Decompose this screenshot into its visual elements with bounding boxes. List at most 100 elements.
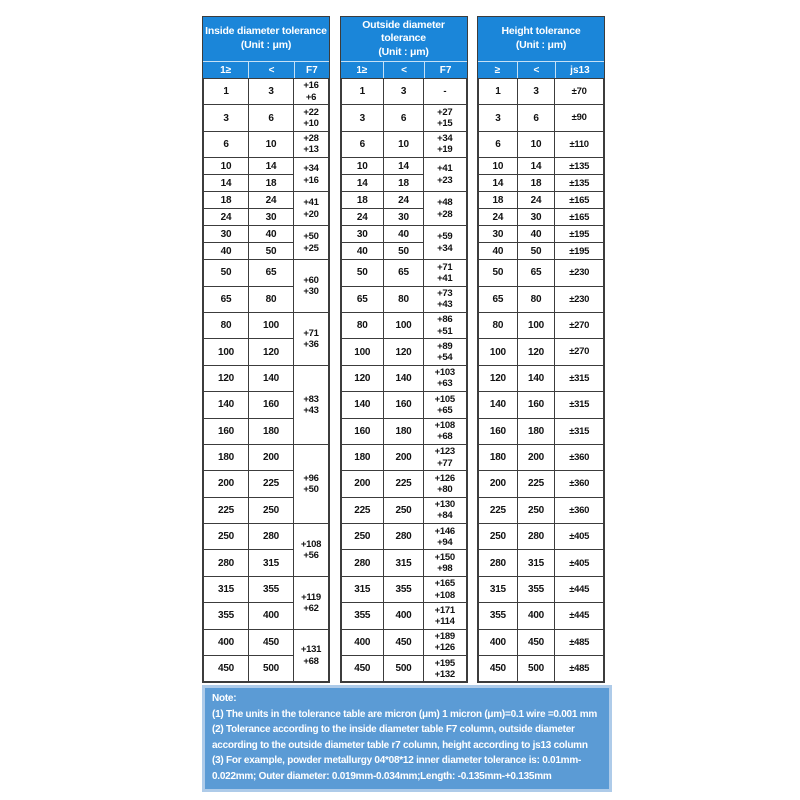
cell-max: 250: [383, 496, 424, 525]
cell-tolerance: +96 +50: [293, 443, 329, 525]
table-title: Outside diameter tolerance: [362, 18, 445, 45]
cell-tolerance: +41 +23: [423, 157, 467, 193]
tolerance-value: +89: [437, 340, 453, 352]
cell-tolerance: +34 +19: [423, 130, 467, 159]
cell-min: 450: [203, 655, 249, 683]
cell-tolerance: ±360: [554, 470, 604, 498]
table-row: 30 40 +59 +34: [340, 225, 467, 261]
cell-max: 40: [516, 225, 556, 244]
tolerance-value: +27: [437, 106, 453, 118]
cell-min: 24: [203, 208, 249, 227]
cell-tolerance: ±165: [554, 191, 604, 210]
tolerance-value: ±485: [569, 663, 590, 675]
tolerance-value: ±405: [569, 531, 590, 543]
tolerance-value: ±165: [569, 194, 590, 206]
cell-max: 18: [248, 174, 294, 193]
table-row: 180 200 +96 +50: [203, 443, 329, 525]
tolerance-value: +56: [303, 549, 319, 561]
tolerance-value: +51: [437, 325, 453, 337]
cell-max: 315: [248, 549, 294, 577]
cell-max: 65: [248, 259, 294, 287]
cell-max: 6: [248, 104, 294, 132]
cell-min: 6: [203, 130, 249, 159]
table-row: 355 400 ±445: [478, 602, 604, 630]
column-header: F7: [293, 62, 329, 78]
cell-min: 18: [340, 191, 384, 210]
cell-max: 160: [248, 391, 294, 419]
cell-max: 80: [516, 285, 556, 313]
cell-tolerance: +27 +15: [423, 104, 467, 132]
table-row: 3 6 ±90: [478, 104, 604, 132]
cell-min: 3: [340, 104, 384, 132]
tolerance-value: +119: [301, 591, 321, 603]
table-row: 40 50: [340, 242, 466, 261]
table-row: 315 355 +119 +62: [203, 575, 329, 630]
tolerance-value: +71: [437, 261, 453, 273]
tolerance-value: ±315: [569, 425, 590, 437]
tolerance-value: ±195: [569, 245, 590, 257]
tolerance-value: ±90: [571, 112, 587, 124]
tolerance-value: ±230: [569, 267, 590, 279]
tolerance-value: +165: [434, 578, 455, 590]
cell-max: 180: [516, 417, 556, 445]
cell-max: 50: [383, 242, 424, 261]
cell-min: 80: [478, 311, 518, 340]
cell-max: 100: [383, 311, 424, 340]
cell-min: 180: [478, 443, 518, 472]
cell-max: 30: [516, 208, 556, 227]
table-row: 50 65 +60 +30: [203, 259, 329, 313]
cell-tolerance: +48 +28: [423, 191, 467, 227]
tolerance-value: +171: [434, 604, 455, 616]
tolerance-value: ±230: [569, 293, 590, 305]
table-row: 3 6 +22 +10: [203, 104, 329, 132]
tolerance-value: +36: [303, 338, 319, 350]
cell-min: 80: [203, 311, 249, 340]
tolerance-value: +20: [303, 208, 319, 220]
table-row: 1 3 +16 +6: [203, 77, 329, 106]
cell-min: 315: [203, 575, 249, 604]
tolerance-value: +86: [437, 314, 453, 326]
cell-min: 100: [340, 338, 384, 366]
table-row: 400 450 +131 +68: [203, 628, 329, 683]
table-row: 24 30: [203, 208, 329, 227]
cell-max: 140: [383, 364, 424, 393]
cell-max: 50: [516, 242, 556, 261]
tolerance-value: ±135: [569, 177, 590, 189]
table-row: 355 400: [203, 602, 329, 630]
cell-tolerance: +123 +77: [423, 443, 467, 472]
column-header-row: 1≥ < F7: [340, 61, 467, 78]
cell-min: 400: [203, 628, 249, 657]
tolerance-value: +43: [437, 299, 453, 311]
table-unit: (Unit : μm): [515, 39, 567, 51]
tolerance-value: +108: [434, 420, 455, 431]
cell-tolerance: +189 +126: [423, 628, 467, 657]
table-row: 355 400 +171 +114: [340, 602, 467, 630]
cell-tolerance: +195 +132: [423, 655, 467, 683]
tolerance-value: +28: [303, 133, 319, 145]
table-row: 200 225: [203, 470, 329, 498]
cell-min: 50: [340, 259, 384, 287]
table-row: 160 180: [203, 417, 329, 445]
cell-max: 24: [516, 191, 556, 210]
tolerance-value: ±360: [569, 504, 590, 516]
cell-tolerance: ±445: [554, 575, 604, 604]
cell-min: 10: [203, 157, 249, 176]
cell-min: 225: [340, 496, 384, 525]
table-row: 24 30 ±165: [478, 208, 604, 227]
cell-tolerance: ±135: [554, 174, 604, 193]
table-row: 65 80 ±230: [478, 285, 604, 313]
note-panel: Note: (1) The units in the tolerance tab…: [202, 685, 612, 793]
table-row: 3 6 +27 +15: [340, 104, 467, 132]
cell-tolerance: +108 +56: [293, 523, 329, 577]
cell-max: 100: [516, 311, 556, 340]
tolerance-value: ±315: [569, 399, 590, 411]
tolerance-value: +189: [434, 631, 455, 643]
tolerance-value: +34: [437, 133, 453, 145]
tolerance-value: ±360: [569, 452, 590, 463]
cell-min: 65: [478, 285, 518, 313]
column-header: 1≥: [356, 64, 368, 76]
tolerance-value: +30: [303, 286, 319, 298]
tolerance-value: ±405: [569, 557, 590, 569]
table-row: 10 14 +41 +23: [340, 157, 467, 193]
cell-tolerance: ±405: [554, 549, 604, 577]
